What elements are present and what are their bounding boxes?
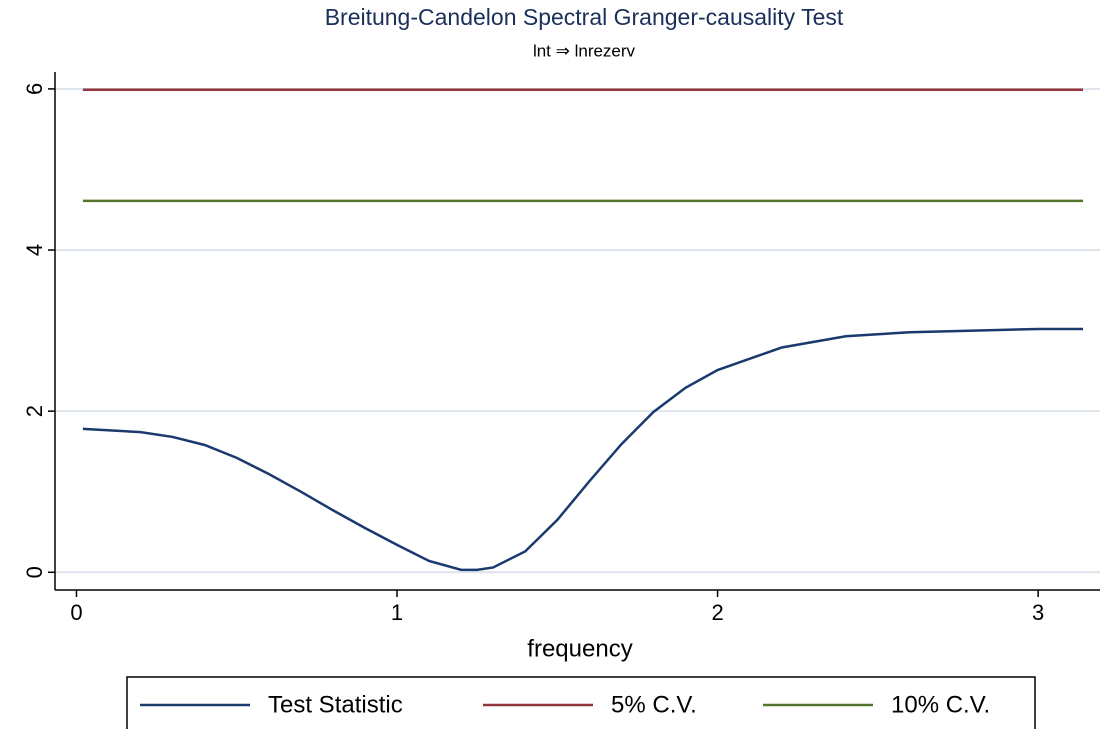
y-tick-label: 2 [22, 405, 47, 417]
y-tick-label: 4 [22, 244, 47, 256]
series-line [82, 327, 1084, 572]
legend-box [126, 676, 1036, 729]
legend-label: Test Statistic [268, 691, 403, 718]
x-axis-label: frequency [527, 635, 632, 662]
y-tick-label: 0 [22, 566, 47, 578]
y-tick-label: 6 [22, 83, 47, 95]
x-tick-label: 1 [391, 600, 403, 625]
legend-label: 5% C.V. [611, 691, 697, 718]
legend-label: 10% C.V. [891, 691, 990, 718]
x-tick-label: 0 [70, 600, 82, 625]
chart-subtitle: lnt ⇒ lnrezerv [533, 41, 636, 60]
chart-title: Breitung-Candelon Spectral Granger-causa… [325, 4, 844, 30]
x-tick-label: 3 [1032, 600, 1044, 625]
x-tick-label: 2 [711, 600, 723, 625]
